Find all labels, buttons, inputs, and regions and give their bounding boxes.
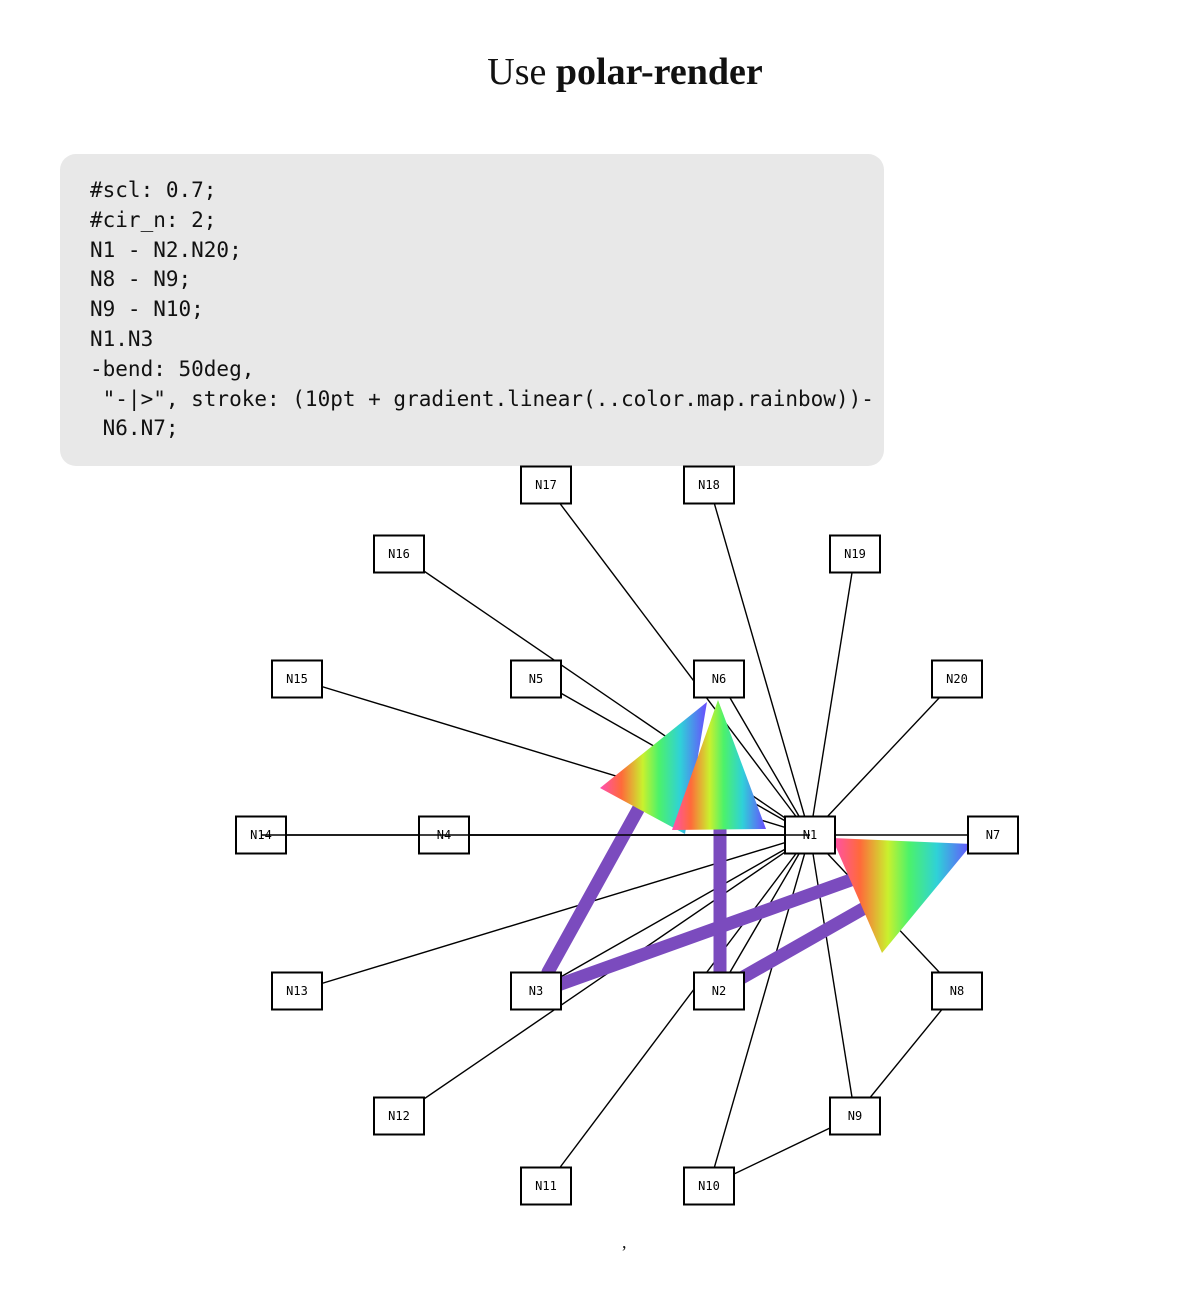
footer-text: , bbox=[622, 1232, 627, 1252]
node-n20: N20 bbox=[931, 659, 983, 699]
node-box bbox=[829, 534, 881, 574]
node-label: N17 bbox=[535, 478, 557, 492]
node-label: N15 bbox=[286, 672, 308, 686]
node-n12: N12 bbox=[373, 1096, 425, 1136]
code-line: N6.N7; bbox=[90, 416, 179, 441]
styled-edge-N3-N6 bbox=[541, 799, 647, 979]
node-box bbox=[931, 971, 983, 1011]
node-label: N7 bbox=[986, 828, 1000, 842]
node-label: N2 bbox=[712, 984, 726, 998]
node-n18: N18 bbox=[683, 465, 735, 505]
code-line: N8 - N9; bbox=[90, 267, 192, 292]
arrowhead-N1-N6 bbox=[672, 700, 766, 830]
node-n19: N19 bbox=[829, 534, 881, 574]
title-bold: polar-render bbox=[555, 51, 763, 93]
node-box bbox=[510, 971, 562, 1011]
title-prefix: Use bbox=[487, 51, 547, 93]
node-n17: N17 bbox=[520, 465, 572, 505]
code-line: #cir_n: 2; bbox=[90, 207, 217, 232]
edge-N1-N10 bbox=[708, 834, 811, 1187]
node-n16: N16 bbox=[373, 534, 425, 574]
page-title: Use polar-render bbox=[0, 50, 1191, 94]
node-box bbox=[373, 1096, 425, 1136]
node-box bbox=[373, 534, 425, 574]
edge-N1-N17 bbox=[545, 484, 811, 836]
styled-edges-layer bbox=[541, 700, 972, 992]
arrowhead-N3-N6 bbox=[600, 702, 707, 834]
node-n5: N5 bbox=[510, 659, 562, 699]
code-line: -bend: 50deg, bbox=[90, 356, 255, 381]
node-box bbox=[271, 659, 323, 699]
styled-edge-N1-N7 bbox=[731, 899, 875, 987]
code-line: N9 - N10; bbox=[90, 297, 204, 322]
edge-N1-N20 bbox=[809, 678, 958, 836]
code-line: N1.N3 bbox=[90, 326, 154, 351]
node-label: N6 bbox=[712, 672, 726, 686]
node-label: N9 bbox=[848, 1109, 862, 1123]
node-label: N11 bbox=[535, 1179, 557, 1193]
node-label: N20 bbox=[946, 672, 968, 686]
node-n13: N13 bbox=[271, 971, 323, 1011]
node-n8: N8 bbox=[931, 971, 983, 1011]
edge-N8-N9 bbox=[854, 990, 958, 1117]
edge-N1-N19 bbox=[809, 553, 856, 836]
node-n11: N11 bbox=[520, 1166, 572, 1206]
node-label: N5 bbox=[529, 672, 543, 686]
node-box bbox=[510, 659, 562, 699]
node-n6: N6 bbox=[693, 659, 745, 699]
node-label: N13 bbox=[286, 984, 308, 998]
styled-edge-N3-N7 bbox=[551, 869, 869, 992]
node-label: N19 bbox=[844, 547, 866, 561]
node-box bbox=[967, 815, 1019, 855]
node-label: N3 bbox=[529, 984, 543, 998]
node-label: N12 bbox=[388, 1109, 410, 1123]
node-box bbox=[683, 1166, 735, 1206]
edge-N1-N9 bbox=[809, 834, 856, 1117]
node-n3: N3 bbox=[510, 971, 562, 1011]
node-box bbox=[829, 1096, 881, 1136]
node-box bbox=[693, 659, 745, 699]
edge-N1-N18 bbox=[708, 484, 811, 836]
node-n15: N15 bbox=[271, 659, 323, 699]
node-n7: N7 bbox=[967, 815, 1019, 855]
node-box bbox=[693, 971, 745, 1011]
edge-N1-N12 bbox=[398, 834, 811, 1117]
node-box bbox=[271, 971, 323, 1011]
node-box bbox=[520, 1166, 572, 1206]
edge-N1-N6 bbox=[718, 678, 811, 836]
edge-N1-N3 bbox=[535, 834, 811, 992]
node-box bbox=[520, 465, 572, 505]
code-line: N1 - N2.N20; bbox=[90, 237, 242, 262]
node-box bbox=[683, 465, 735, 505]
node-n2: N2 bbox=[693, 971, 745, 1011]
node-box bbox=[931, 659, 983, 699]
node-n10: N10 bbox=[683, 1166, 735, 1206]
code-text: #scl: 0.7; #cir_n: 2; N1 - N2.N20; N8 - … bbox=[90, 176, 884, 444]
node-label: N18 bbox=[698, 478, 720, 492]
node-n9: N9 bbox=[829, 1096, 881, 1136]
node-label: N16 bbox=[388, 547, 410, 561]
arrowhead-N1-N7 bbox=[832, 838, 972, 953]
node-label: N8 bbox=[950, 984, 964, 998]
edge-N1-N11 bbox=[545, 834, 811, 1187]
code-line: "-|>", stroke: (10pt + gradient.linear(.… bbox=[90, 386, 874, 411]
code-block: #scl: 0.7; #cir_n: 2; N1 - N2.N20; N8 - … bbox=[60, 154, 884, 466]
node-label: N10 bbox=[698, 1179, 720, 1193]
code-line: #scl: 0.7; bbox=[90, 178, 217, 202]
